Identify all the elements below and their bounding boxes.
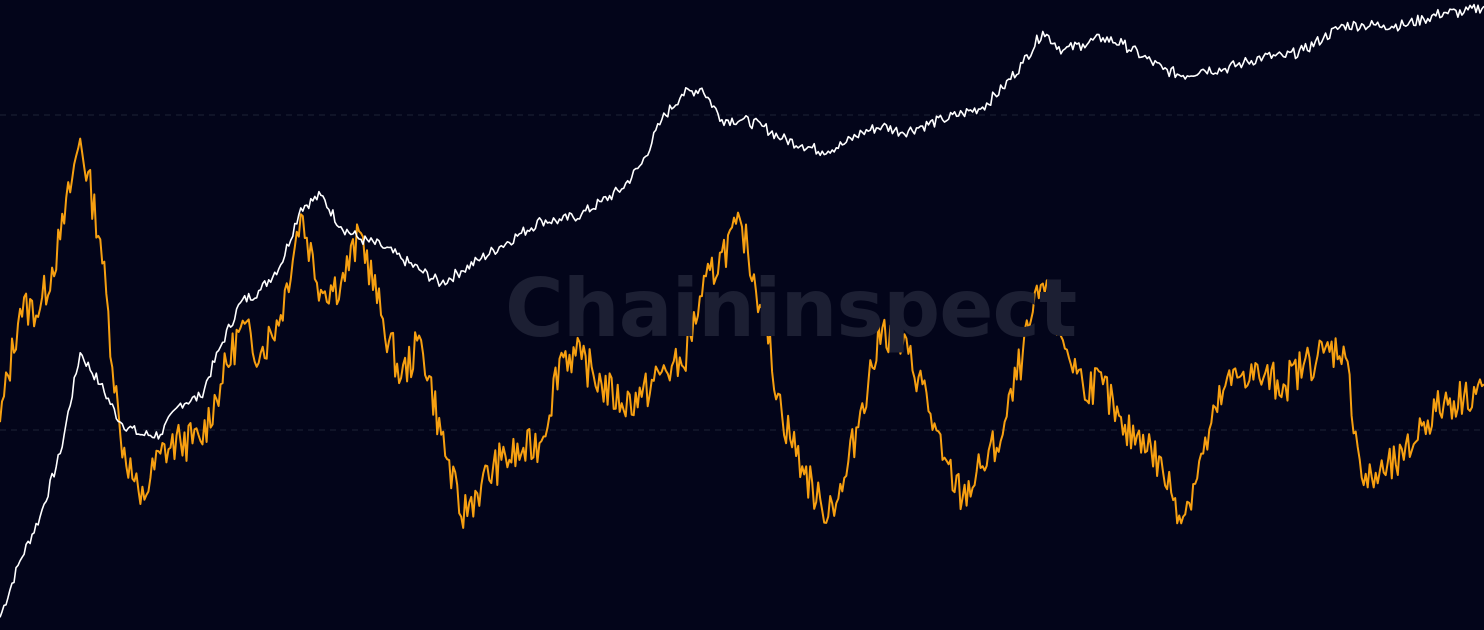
watermark-logo: Chaininspect: [505, 262, 1077, 355]
watermark-text: Chaininspect: [505, 262, 1077, 355]
series-layer: [0, 3, 1484, 618]
series-line-orange: [0, 137, 1484, 529]
series-line-white: [0, 3, 1484, 618]
